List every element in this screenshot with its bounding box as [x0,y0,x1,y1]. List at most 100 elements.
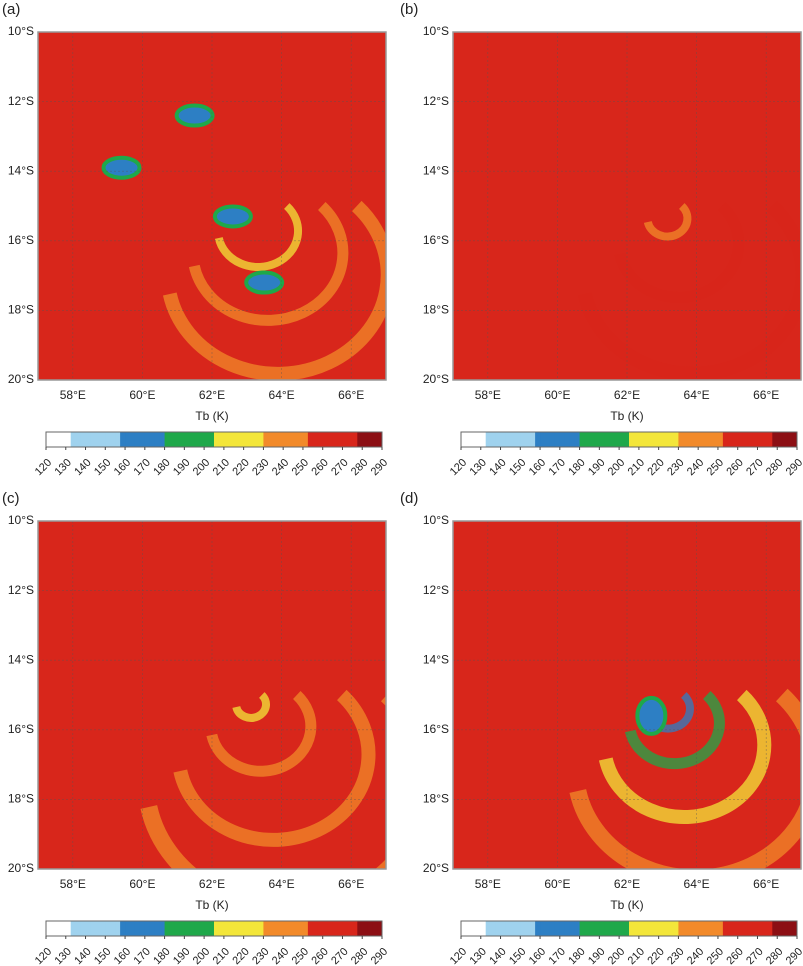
x-axis-label: Tb (K) [610,898,643,912]
colorbar-cell [70,432,77,447]
colorbar-cell [520,432,526,447]
colorbar-tick-label: 120 [448,946,469,966]
colorbar-tick-label: 200 [606,457,627,478]
cloud-band [614,201,745,304]
colorbar-cell [629,921,635,936]
colorbar-tick-label: 190 [586,457,607,478]
y-tick-label: 10°S [423,513,449,527]
colorbar-cell [584,921,590,936]
colorbar-cell [757,432,763,447]
colorbar-cell [258,921,264,936]
colorbar-tick-label: 130 [467,457,488,478]
colorbar-cell [762,432,768,447]
colorbar-cell [663,432,670,447]
colorbar-cell [465,432,472,447]
colorbar-tick-label: 130 [52,457,73,478]
colorbar-cell [307,921,314,936]
colorbar-cell [105,921,111,936]
colorbar-cell [90,921,96,936]
colorbar-cell [50,432,57,447]
cold-eye [635,695,668,736]
colorbar-cell [189,921,195,936]
x-tick-label: 62°E [614,388,640,402]
colorbar-cell [85,921,91,936]
colorbar-cell [742,432,749,447]
colorbar-tick-label: 240 [270,457,291,478]
colorbar-cell [214,921,220,936]
colorbar-tick-label: 240 [270,946,291,966]
colorbar-cell [233,921,240,936]
colorbar-tick-label: 160 [112,946,133,966]
x-tick-label: 66°E [338,388,364,402]
colorbar-cell [752,921,758,936]
colorbar-cell [515,921,521,936]
colorbar-cell [737,921,744,936]
colorbar-cell [352,921,358,936]
colorbar-cell [648,921,655,936]
colorbar-cell [372,921,378,936]
colorbar-cell [668,921,674,936]
x-tick-label: 60°E [544,388,570,402]
colorbar-tick-label: 180 [566,457,587,478]
colorbar-cell [604,921,610,936]
tb-image [38,521,386,869]
colorbar-tick-label: 130 [467,946,488,966]
colorbar-tick-label: 150 [92,946,113,966]
colorbar-cell [46,921,52,936]
colorbar-cell [609,921,615,936]
colorbar-cell [60,432,67,447]
colorbar-cell [510,921,516,936]
colorbar-cell [461,432,467,447]
colorbar-tick-label: 120 [33,457,54,478]
panel-label: (d) [400,490,418,507]
colorbar-tick-label: 260 [309,457,330,478]
x-tick-label: 60°E [129,388,155,402]
colorbar-cell [189,432,195,447]
colorbar-cell [653,432,660,447]
colorbar-cell [698,921,704,936]
colorbar-cell [75,921,82,936]
colorbar-tick-label: 150 [507,946,528,966]
colorbar-cell [678,432,684,447]
colorbar-cell [782,921,788,936]
colorbar-cell [134,921,141,936]
colorbar-cell [362,432,368,447]
colorbar-cell [302,921,309,936]
colorbar-cell [777,432,783,447]
colorbar-tick-label: 270 [744,457,765,478]
colorbar-tick-label: 240 [685,457,706,478]
colorbar-cell [273,432,279,447]
colorbar-cell [569,432,576,447]
y-tick-label: 12°S [8,94,34,108]
colorbar-cell [727,921,734,936]
colorbar-cell [85,432,91,447]
y-tick-label: 14°S [8,163,34,177]
colorbar-cell [461,921,467,936]
colorbar-cell [619,921,625,936]
colorbar-tick-label: 230 [250,946,271,966]
colorbar-cell [80,432,87,447]
y-tick-label: 20°S [423,372,449,386]
colorbar-cell [673,432,679,447]
colorbar-tick-label: 140 [72,946,93,966]
colorbar-cell [184,921,190,936]
colorbar-cell [159,921,166,936]
colorbar-cell [772,432,778,447]
colorbar-cell [683,432,689,447]
colorbar-cell [792,432,798,447]
colorbar-cell [130,432,136,447]
colorbar-tick-label: 220 [645,946,666,966]
colorbar-cell [698,432,704,447]
colorbar-cell [253,921,259,936]
plot-frame [37,520,387,870]
colorbar-cell [179,432,185,447]
cloud-band [643,203,692,241]
colorbar-cell [609,432,615,447]
colorbar-cell [475,432,482,447]
colorbar-cell [535,921,541,936]
colorbar-cell [238,432,245,447]
colorbar-cell [614,921,620,936]
y-tick-label: 12°S [423,94,449,108]
colorbar-tick-label: 120 [448,457,469,478]
colorbar-cell [717,921,724,936]
